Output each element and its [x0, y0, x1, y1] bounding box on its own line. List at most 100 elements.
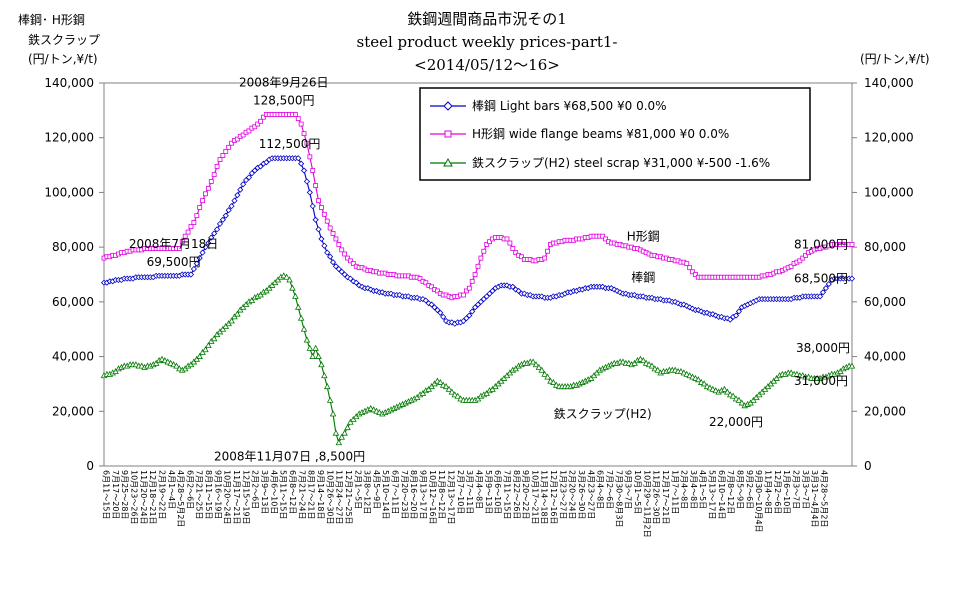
data-point [329, 259, 337, 266]
data-point [732, 312, 740, 319]
y-left-tick-label: 120,000 [44, 131, 94, 145]
data-point [309, 352, 317, 359]
data-point [527, 291, 534, 299]
annotation-label: 112,500円 [259, 137, 321, 151]
annotation-label: 棒鋼 [631, 270, 655, 284]
y-axis-labels: 棒鋼･ H形鋼 鉄スクラップ (円/トン,¥/t) (円/トン,¥/t) [18, 13, 930, 66]
x-tick-label: 7月2〜6日 [605, 470, 614, 509]
data-point [205, 239, 212, 247]
data-point [481, 248, 487, 254]
data-point [255, 121, 261, 127]
annotation-label: 81,000円 [794, 237, 848, 251]
data-point [306, 344, 314, 351]
data-point [336, 242, 342, 247]
data-point [788, 263, 794, 269]
data-point [303, 336, 311, 343]
data-point [510, 246, 516, 251]
annotation-label: 128,500円 [253, 93, 315, 107]
x-tick-label: 3月9〜13日 [260, 470, 269, 514]
data-point [196, 255, 203, 262]
data-point [535, 363, 543, 370]
data-point [257, 163, 264, 170]
data-point [313, 183, 319, 188]
annotation-label: 鉄スクラップ(H2) [554, 406, 652, 421]
data-point [358, 283, 366, 290]
x-tick-label: 1月23〜27日 [558, 470, 567, 519]
data-point [326, 396, 334, 403]
series-0 [100, 155, 856, 327]
x-tick-label: 12月15〜19日 [241, 470, 250, 525]
x-tick-label: 4月5〜9日 [372, 470, 381, 509]
x-tick-label: 3月7〜11日 [465, 470, 474, 514]
data-point [545, 248, 550, 254]
annotation-label: 69,500円 [147, 255, 201, 269]
x-tick-labels: 6月11〜15日 7月17〜20日 9月25〜28日 10月23〜26日 11月20〜2… [102, 470, 829, 538]
data-point [286, 276, 293, 283]
data-point [228, 203, 235, 210]
data-point [466, 285, 472, 291]
y-right-tick-label: 60,000 [864, 295, 906, 309]
data-point [295, 116, 301, 121]
data-point [521, 290, 528, 297]
legend-label-steel-scrap: 鉄スクラップ(H2) steel scrap ¥31,000 ¥-500 -1.… [472, 155, 770, 170]
y-right-tick-label: 80,000 [864, 240, 906, 254]
x-tick-label: 12月17〜21日 [661, 470, 670, 525]
data-point [693, 272, 698, 277]
data-point [338, 268, 345, 275]
data-point [541, 370, 548, 377]
data-point [315, 226, 322, 233]
x-tick-label: 7月8〜12日 [726, 470, 735, 514]
annotation-label: 2008年9月26日 [239, 75, 328, 89]
x-tick-label: 9月16〜19日 [213, 470, 222, 519]
data-point [735, 396, 743, 403]
data-point [469, 308, 476, 315]
data-point [240, 181, 247, 188]
data-point [472, 304, 479, 311]
y-left-tick-label: 60,000 [52, 295, 94, 309]
data-point [321, 211, 327, 217]
data-point [258, 118, 263, 124]
data-point [464, 288, 469, 294]
data-point [803, 252, 809, 258]
x-tick-label: 8月17〜21日 [307, 470, 316, 519]
data-point [797, 258, 803, 264]
data-point [205, 341, 212, 349]
data-point [300, 325, 308, 332]
data-point [303, 178, 311, 185]
x-tick-label: 8月5〜9日 [736, 470, 745, 509]
x-tick-label: 6月4〜8日 [596, 470, 605, 509]
data-point [443, 317, 450, 325]
x-tick-label: 10月12〜16日 [428, 470, 437, 525]
data-point [341, 271, 348, 278]
data-point [310, 168, 316, 173]
data-point [263, 159, 270, 166]
data-point [504, 236, 510, 242]
data-point [292, 292, 299, 299]
data-point [234, 310, 241, 317]
x-tick-label: 12月2〜6日 [773, 470, 782, 514]
data-point [208, 234, 215, 241]
data-point [335, 265, 342, 273]
x-tick-label: 7月17〜20日 [111, 470, 120, 519]
data-point [542, 255, 548, 261]
data-point [298, 160, 305, 167]
data-point [442, 383, 450, 390]
y-right-tick-label: 0 [864, 459, 872, 473]
data-point [323, 383, 331, 390]
data-point [185, 229, 191, 235]
data-point [214, 164, 220, 169]
data-point [335, 439, 343, 446]
data-point [463, 315, 470, 322]
x-tick-label: 5月10〜14日 [381, 470, 390, 519]
data-point [301, 131, 307, 137]
data-point [242, 177, 250, 184]
x-tick-label: 7月21〜25日 [195, 470, 204, 519]
x-tick-label: 6月10〜14日 [717, 470, 726, 519]
y-right-tick-label: 40,000 [864, 350, 906, 364]
series-1 [101, 112, 855, 301]
data-point [454, 392, 461, 399]
data-point [654, 366, 662, 373]
data-point [461, 292, 466, 298]
data-point [437, 378, 444, 385]
y-right-label: (円/トン,¥/t) [860, 52, 930, 66]
